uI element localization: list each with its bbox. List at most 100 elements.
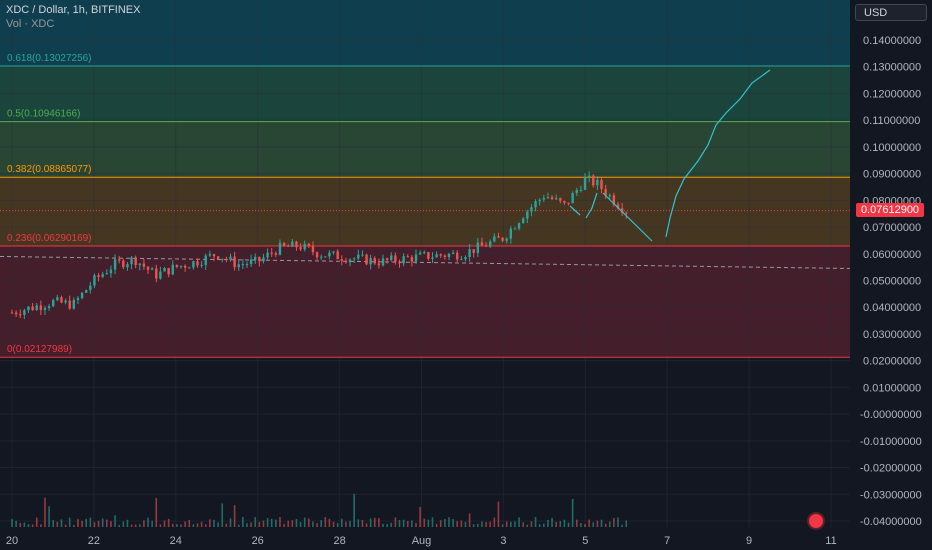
volume-bar [567,522,570,527]
volume-bar [514,521,516,527]
volume-bars [11,493,628,527]
price-axis: 0.14000000 0.13000000 0.12000000 0.11000… [850,0,932,550]
time-tick-label: 5 [582,535,588,547]
currency-button[interactable]: USD [855,4,927,21]
chart-grid [0,0,850,528]
volume-bar [85,518,88,527]
candle-body [592,175,595,186]
price-tick-label: -0.01000000 [860,436,922,448]
volume-bar [303,517,306,527]
candle-body [563,200,566,203]
time-axis-bg [0,528,850,550]
candle-body [596,179,599,186]
candle-body [245,264,249,266]
candle-body [464,256,467,260]
time-tick-label: 20 [6,535,18,547]
volume-bar [242,517,244,527]
volume-bar [196,523,199,527]
volume-bar [505,521,508,527]
candle-body [427,252,430,259]
price-tick-label: 0.09000000 [860,169,921,181]
price-tick-label: 0.04000000 [860,302,921,314]
candle-body [155,268,158,279]
candle-body [68,300,71,309]
candle-body [27,306,30,311]
volume-bar [143,520,145,527]
volume-bar [19,522,22,527]
price-axis-bg [850,0,932,550]
candle-body [394,255,397,262]
candle-body [299,247,302,250]
price-tick-label: 0.05000000 [860,276,921,288]
candle-body [509,228,513,239]
volume-bar [406,521,409,527]
price-tick-label: 0.11000000 [860,115,920,127]
price-tick-label: 0.12000000 [860,88,921,100]
candle-body [270,252,273,254]
candle-body [357,254,360,259]
candle-body [262,257,265,262]
volume-bar [526,524,529,527]
volume-bar [101,518,104,527]
candle-body [35,305,38,311]
candle-body [385,258,389,261]
volume-bar [73,524,75,527]
price-tick-label: 0.06000000 [860,249,921,261]
volume-bar [592,522,595,527]
volume-bar [485,521,487,527]
price-tick-label: 0.10000000 [860,142,921,154]
volume-bar [534,517,537,527]
candle-body [216,256,220,259]
volume-bar [147,517,149,527]
time-tick-label: 24 [170,535,182,547]
candle-body [324,256,327,258]
candle-body [266,252,269,258]
volume-bar [229,518,232,527]
volume-bar [439,520,442,527]
volume-bar [106,519,108,527]
volume-bar [122,521,125,527]
candle-body [377,263,381,266]
candle-body [344,260,348,263]
volume-bar [35,517,38,527]
candle-body [43,308,47,310]
candle-body [254,256,257,260]
volume-bar [213,519,215,527]
volume-bar [336,522,339,527]
volume-bar [134,524,137,527]
trend-line [0,255,851,269]
volume-bar [110,521,112,527]
volume-bar [625,520,628,527]
volume-bar [378,518,380,527]
flag-icon[interactable] [807,512,825,530]
price-tick-label: 0.13000000 [860,62,921,74]
volume-bar [489,521,492,527]
candle-body [159,271,162,279]
candle-body [117,259,121,261]
volume-bar [580,522,582,527]
volume-bar [456,521,459,527]
volume-bar [221,503,224,527]
volume-bar [283,523,285,527]
candle-body [85,290,88,293]
candle-body [72,299,76,309]
candle-body [348,259,352,263]
volume-bar [522,522,524,527]
volume-bar [431,517,434,527]
fib-zone-top [0,0,850,66]
candle-body [620,208,624,213]
volume-bar [155,497,158,527]
volume-bar [209,519,211,527]
volume-bar [11,519,13,527]
candle-body [47,306,51,309]
candle-body [175,264,179,267]
volume-bar [497,501,500,527]
candle-body [93,275,96,286]
volume-bar [23,522,26,527]
volume-bar [270,518,273,527]
candle-body [225,258,228,260]
volume-bar [547,519,549,527]
time-tick-label: 9 [746,535,752,547]
time-tick-label: 7 [664,535,670,547]
